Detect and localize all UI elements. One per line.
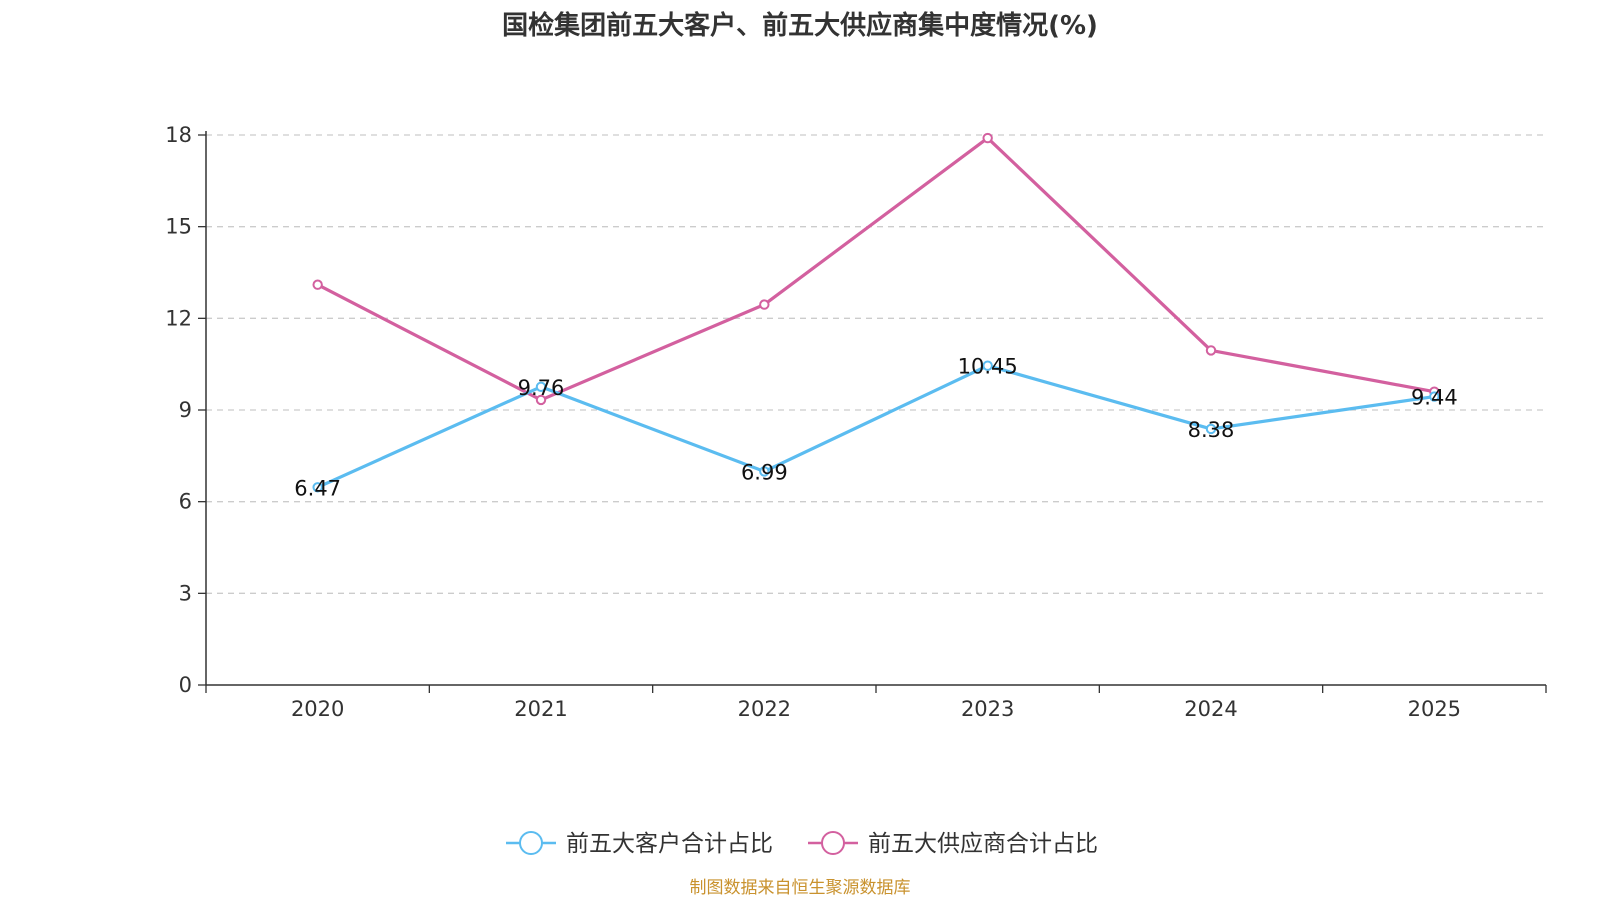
y-tick-label: 15 bbox=[165, 215, 192, 239]
series-1-point[interactable] bbox=[535, 394, 547, 406]
x-tick-label: 2021 bbox=[514, 697, 567, 721]
series-0-point[interactable] bbox=[1205, 423, 1217, 435]
grid-lines bbox=[206, 134, 1546, 594]
y-tick-label: 3 bbox=[179, 581, 192, 605]
x-tick-label: 2024 bbox=[1184, 697, 1237, 721]
series-0-point[interactable] bbox=[982, 360, 993, 371]
source-note: 制图数据来自恒生聚源数据库 bbox=[690, 878, 911, 898]
series-0-point[interactable] bbox=[1429, 391, 1440, 402]
x-axis-ticks: 2020 2021 2022 2023 2024 2025 bbox=[205, 685, 1547, 721]
y-tick-label: 18 bbox=[165, 123, 192, 147]
legend-label: 前五大客户合计占比 bbox=[566, 831, 773, 857]
legend-item-1[interactable]: 前五大供应商合计占比 bbox=[808, 831, 1098, 857]
legend[interactable]: 前五大客户合计占比 前五大供应商合计占比 bbox=[506, 831, 1098, 857]
legend-item-0[interactable]: 前五大客户合计占比 bbox=[506, 831, 773, 857]
legend-marker bbox=[519, 831, 543, 855]
data-label: 10.45 bbox=[958, 355, 1018, 379]
data-label: 6.99 bbox=[741, 460, 788, 484]
data-label: 9.76 bbox=[518, 376, 565, 400]
y-tick-label: 6 bbox=[179, 490, 192, 514]
series-layer bbox=[312, 132, 1440, 493]
x-tick-label: 2025 bbox=[1408, 697, 1461, 721]
y-axis-ticks: 0 3 6 9 12 15 18 bbox=[165, 123, 206, 697]
x-tick-label: 2020 bbox=[291, 697, 344, 721]
data-label: 6.47 bbox=[294, 476, 341, 500]
series-0-point[interactable] bbox=[312, 482, 323, 493]
series-1-point[interactable] bbox=[312, 279, 323, 290]
chart-title: 国检集团前五大客户、前五大供应商集中度情况(%) bbox=[502, 10, 1098, 41]
legend-marker bbox=[821, 831, 845, 855]
series-line-0 bbox=[317, 364, 1435, 489]
series-0-point[interactable] bbox=[535, 381, 547, 392]
series-0-point[interactable] bbox=[759, 466, 770, 477]
y-tick-label: 0 bbox=[179, 673, 192, 697]
data-label: 9.44 bbox=[1411, 386, 1458, 410]
series-1-point[interactable] bbox=[982, 132, 993, 144]
x-tick-label: 2023 bbox=[961, 697, 1014, 721]
series-line-1 bbox=[316, 136, 1435, 402]
legend-label: 前五大供应商合计占比 bbox=[868, 831, 1098, 857]
data-labels: 6.47 9.76 6.99 10.45 8.38 9.44 bbox=[294, 355, 1457, 501]
y-tick-label: 12 bbox=[165, 306, 192, 330]
y-tick-label: 9 bbox=[179, 398, 192, 422]
series-1-point[interactable] bbox=[1205, 345, 1217, 356]
x-tick-label: 2022 bbox=[738, 697, 791, 721]
data-label: 8.38 bbox=[1188, 418, 1235, 442]
series-1-point[interactable] bbox=[759, 299, 770, 310]
